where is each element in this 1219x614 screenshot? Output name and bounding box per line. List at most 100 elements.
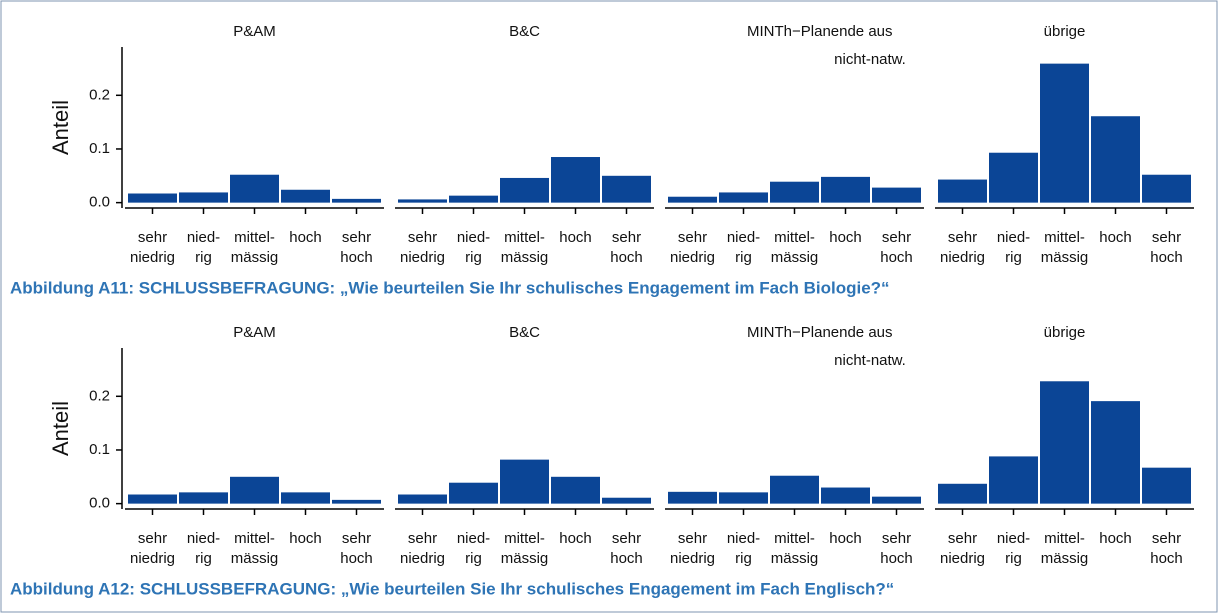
y-axis-label: Anteil xyxy=(48,100,73,155)
x-tick-label: hoch xyxy=(340,249,373,266)
bar xyxy=(989,152,1038,203)
x-tick-label: nied- xyxy=(187,530,220,547)
x-tick-label: rig xyxy=(1005,550,1022,567)
bar xyxy=(1040,63,1089,203)
bar xyxy=(668,196,717,203)
bar xyxy=(938,179,987,203)
x-tick-label: nied- xyxy=(187,229,220,246)
x-tick-label: rig xyxy=(465,550,482,567)
bar xyxy=(770,181,819,203)
x-tick-label: mittel- xyxy=(1044,530,1085,547)
x-tick-label: mässig xyxy=(771,249,819,266)
bar xyxy=(398,494,447,504)
x-tick-label: hoch xyxy=(829,229,862,246)
x-tick-label: rig xyxy=(195,249,212,266)
x-tick-label: sehr xyxy=(408,530,437,547)
x-tick-label: sehr xyxy=(612,530,641,547)
x-tick-label: rig xyxy=(735,550,752,567)
x-tick-label: mittel- xyxy=(234,229,275,246)
x-tick-label: rig xyxy=(1005,249,1022,266)
x-tick-label: niedrig xyxy=(130,249,175,266)
bar xyxy=(1040,381,1089,504)
y-tick-label: 0.0 xyxy=(89,194,110,211)
bar xyxy=(230,174,279,203)
y-tick-label: 0.2 xyxy=(89,387,110,404)
caption: Abbildung A12: SCHLUSSBEFRAGUNG: „Wie be… xyxy=(10,579,894,598)
x-tick-label: hoch xyxy=(559,530,592,547)
bar xyxy=(602,497,651,504)
x-tick-label: mässig xyxy=(501,249,549,266)
bar xyxy=(128,193,177,203)
bar xyxy=(770,475,819,504)
x-tick-label: sehr xyxy=(678,229,707,246)
facet-title: P&AM xyxy=(233,23,276,40)
bar xyxy=(332,499,381,504)
x-tick-label: sehr xyxy=(342,530,371,547)
x-tick-label: mässig xyxy=(501,550,549,567)
bar xyxy=(551,476,600,504)
x-tick-label: hoch xyxy=(829,530,862,547)
x-tick-label: niedrig xyxy=(400,550,445,567)
bar xyxy=(230,476,279,504)
bar xyxy=(938,483,987,504)
x-tick-label: hoch xyxy=(1099,530,1132,547)
bar xyxy=(719,192,768,203)
x-tick-label: hoch xyxy=(289,229,322,246)
x-tick-label: rig xyxy=(735,249,752,266)
y-tick-label: 0.1 xyxy=(89,140,110,157)
facet-title: übrige xyxy=(1044,23,1086,40)
y-tick-label: 0.1 xyxy=(89,441,110,458)
x-tick-label: hoch xyxy=(1150,249,1183,266)
x-tick-label: niedrig xyxy=(400,249,445,266)
bar xyxy=(179,192,228,203)
x-tick-label: hoch xyxy=(880,249,913,266)
x-tick-label: nied- xyxy=(727,229,760,246)
bar xyxy=(719,492,768,504)
x-tick-label: sehr xyxy=(138,530,167,547)
x-tick-label: hoch xyxy=(610,550,643,567)
facet-title: MINTh−Planende aus xyxy=(747,324,893,341)
x-tick-label: sehr xyxy=(882,530,911,547)
x-tick-label: mässig xyxy=(231,550,279,567)
facet-title: B&C xyxy=(509,23,540,40)
y-tick-label: 0.2 xyxy=(89,86,110,103)
bar xyxy=(821,487,870,504)
x-tick-label: hoch xyxy=(880,550,913,567)
x-tick-label: niedrig xyxy=(130,550,175,567)
bar xyxy=(1091,401,1140,504)
x-tick-label: hoch xyxy=(1099,229,1132,246)
x-tick-label: niedrig xyxy=(940,550,985,567)
x-tick-label: mittel- xyxy=(504,229,545,246)
x-tick-label: mittel- xyxy=(774,229,815,246)
bar xyxy=(449,195,498,203)
bar xyxy=(332,198,381,203)
x-tick-label: sehr xyxy=(882,229,911,246)
y-tick-label: 0.0 xyxy=(89,495,110,512)
facet-title: B&C xyxy=(509,324,540,341)
x-tick-label: mässig xyxy=(771,550,819,567)
x-tick-label: hoch xyxy=(1150,550,1183,567)
x-tick-label: mittel- xyxy=(234,530,275,547)
x-tick-label: hoch xyxy=(289,530,322,547)
bar xyxy=(500,177,549,203)
x-tick-label: sehr xyxy=(678,530,707,547)
facet-title: MINTh−Planende aus xyxy=(747,23,893,40)
x-tick-label: mässig xyxy=(1041,249,1089,266)
x-tick-label: hoch xyxy=(610,249,643,266)
x-tick-label: mässig xyxy=(231,249,279,266)
facet-title: nicht-natw. xyxy=(834,352,906,369)
x-tick-label: mittel- xyxy=(504,530,545,547)
bar xyxy=(128,494,177,504)
x-tick-label: nied- xyxy=(997,530,1030,547)
facet-title: nicht-natw. xyxy=(834,51,906,68)
x-tick-label: sehr xyxy=(948,229,977,246)
x-tick-label: nied- xyxy=(457,229,490,246)
x-tick-label: sehr xyxy=(1152,229,1181,246)
x-tick-label: hoch xyxy=(559,229,592,246)
bar xyxy=(551,157,600,203)
bar xyxy=(398,199,447,203)
x-tick-label: sehr xyxy=(408,229,437,246)
caption: Abbildung A11: SCHLUSSBEFRAGUNG: „Wie be… xyxy=(10,278,890,297)
x-tick-label: sehr xyxy=(1152,530,1181,547)
